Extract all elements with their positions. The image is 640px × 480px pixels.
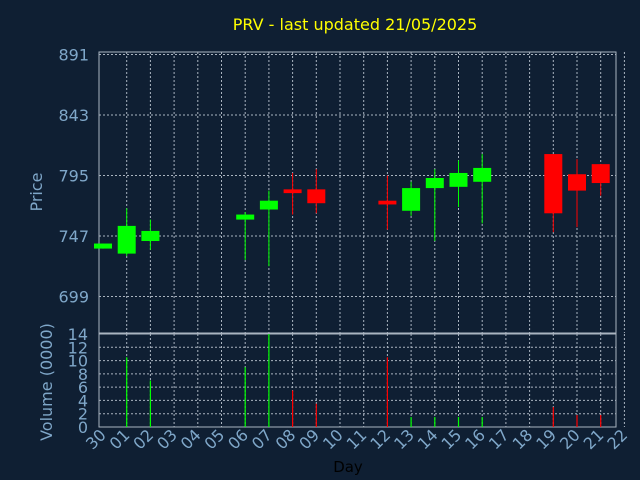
price-tick-label: 891 [58,46,89,65]
candle-body [425,178,444,189]
volume-tick-label: 12 [68,338,88,357]
volume-tick-label: 10 [68,352,88,371]
volume-grid [99,333,625,428]
volume-tick-label: 0 [78,418,88,437]
candle-body [402,188,421,211]
price-y-ticks: 699 747 795 843 891 [58,46,89,307]
candle-body [473,167,492,182]
candle-body [307,189,326,204]
candle-body [544,154,563,214]
candle-body [283,189,302,194]
candle-body [117,225,136,254]
price-tick-label: 843 [58,106,89,125]
volume-tick-label: 6 [78,378,88,397]
price-panel: 699 747 795 843 891 Price [27,46,625,334]
x-tick-label: 22 [603,425,631,453]
x-tick-labels: 3001020304050607080910111213141516171819… [82,425,631,453]
candle-body [378,200,397,205]
price-tick-label: 795 [58,166,89,185]
candle-body [449,172,468,187]
volume-bars [126,334,602,427]
volume-axis-label: Volume (0000) [37,323,56,441]
candle-body [591,164,610,184]
volume-tick-label: 8 [78,365,88,384]
price-plot-frame [98,51,617,334]
price-tick-label: 699 [58,287,89,306]
volume-tick-label: 2 [78,405,88,424]
candles [94,154,610,267]
candle-body [568,174,586,191]
chart-title: PRV - last updated 21/05/2025 [233,15,478,34]
volume-tick-label: 4 [78,391,88,410]
volume-plot-frame [98,333,617,428]
candle-body [94,243,112,249]
candle-body [141,230,160,242]
volume-tick-label: 14 [68,325,88,344]
candle-body [259,200,278,210]
price-axis-label: Price [27,172,46,211]
candle-body [236,214,255,220]
x-axis-label: Day [333,458,363,476]
price-tick-label: 747 [58,227,89,246]
